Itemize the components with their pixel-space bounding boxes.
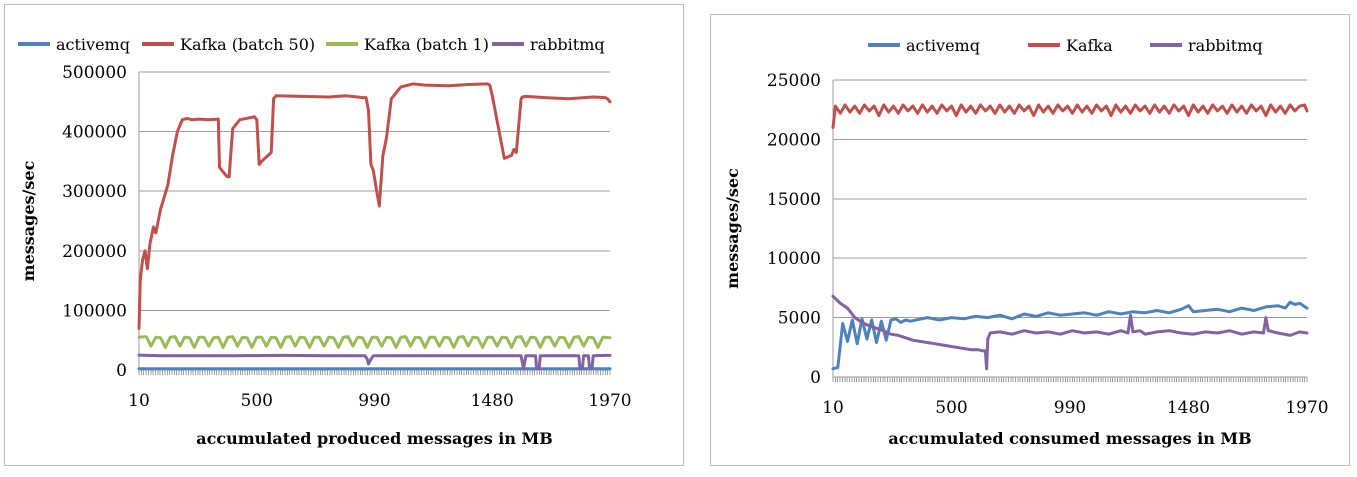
x-tick-label: 10 [822, 398, 844, 418]
y-tick-label: 200000 [62, 242, 127, 262]
x-tick-label: 500 [935, 398, 967, 418]
y-tick-label: 20000 [767, 130, 821, 150]
x-tick-label: 1480 [1167, 398, 1210, 418]
y-tick-label: 400000 [62, 123, 127, 143]
legend-label-kafka-batch-1: Kafka (batch 1) [364, 35, 489, 54]
x-axis-title: accumulated consumed messages in MB [888, 429, 1251, 448]
consumed-throughput-chart: 0 5000 10000 15000 20000 25000 10 500 990 1480 197… [710, 14, 1350, 470]
series-line-kafka-batch-1 [137, 335, 612, 349]
x-tick-label: 990 [358, 391, 390, 411]
y-tick-label: 15000 [767, 190, 821, 210]
y-axis-title: messages/sec [723, 168, 742, 289]
y-tick-label: 25000 [767, 71, 821, 91]
consumed-chart-svg: 0 5000 10000 15000 20000 25000 10 500 990 1480 197… [710, 14, 1350, 466]
x-tick-label: 500 [241, 391, 273, 411]
chart-frame [710, 14, 1350, 466]
y-tick-label: 0 [116, 361, 127, 381]
legend: activemq Kafka rabbitmq [868, 36, 1263, 55]
produced-chart-svg: 0 100000 200000 300000 400000 500000 10 500 990 1… [4, 4, 684, 466]
y-tick-label: 5000 [778, 309, 821, 329]
y-tick-label: 0 [810, 368, 821, 388]
y-tick-label: 500000 [62, 63, 127, 83]
legend-label-kafka: Kafka [1066, 36, 1113, 55]
y-tick-label: 300000 [62, 182, 127, 202]
legend-label-rabbitmq: rabbitmq [1188, 36, 1263, 55]
x-tick-label: 990 [1054, 398, 1086, 418]
legend-label-activemq: activemq [56, 35, 130, 54]
legend: activemq Kafka (batch 50) Kafka (batch 1) r… [18, 35, 605, 54]
series-line-activemq [831, 300, 1309, 371]
x-tick-label: 1970 [588, 391, 631, 411]
produced-throughput-chart: 0 100000 200000 300000 400000 500000 10 500 990 1… [4, 4, 684, 470]
chart-frame [4, 4, 684, 466]
x-axis-title: accumulated produced messages in MB [196, 429, 553, 448]
x-tick-label: 10 [128, 391, 150, 411]
y-axis-title: messages/sec [19, 160, 38, 281]
series-line-kafka [831, 103, 1309, 129]
x-tick-label: 1970 [1285, 398, 1328, 418]
y-tick-label: 100000 [62, 301, 127, 321]
legend-label-rabbitmq: rabbitmq [530, 35, 605, 54]
legend-label-activemq: activemq [906, 36, 980, 55]
y-tick-label: 10000 [767, 249, 821, 269]
series-line-rabbitmq [137, 353, 612, 371]
x-tick-label: 1480 [471, 391, 514, 411]
legend-label-kafka-batch-50: Kafka (batch 50) [180, 35, 315, 54]
series-line-kafka-batch-50 [137, 82, 612, 330]
series-line-rabbitmq [831, 294, 1309, 371]
